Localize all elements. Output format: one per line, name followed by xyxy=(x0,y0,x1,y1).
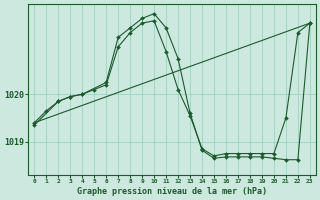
X-axis label: Graphe pression niveau de la mer (hPa): Graphe pression niveau de la mer (hPa) xyxy=(77,187,267,196)
